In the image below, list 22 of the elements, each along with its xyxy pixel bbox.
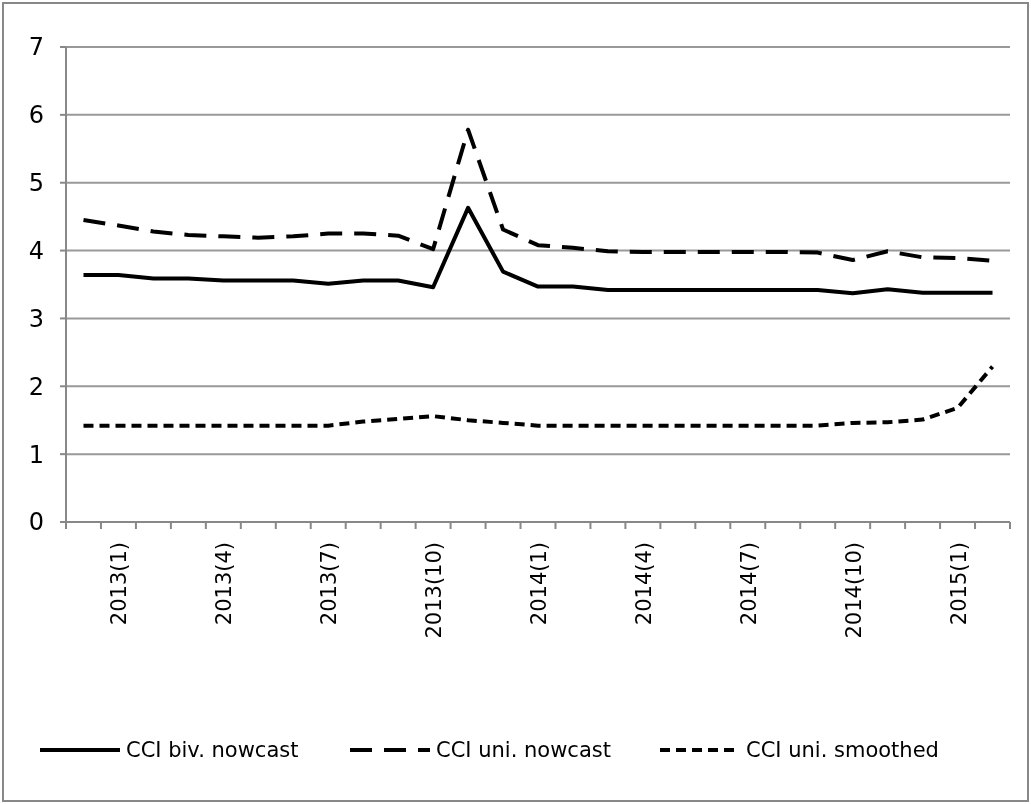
legend-label: CCI uni. nowcast	[436, 738, 611, 763]
x-tick-label: 2013(7)	[317, 542, 342, 626]
x-tick-label: 2014(7)	[736, 542, 761, 626]
y-tick-label: 4	[28, 236, 44, 265]
x-tick-label: 2013(4)	[212, 542, 237, 626]
x-tick-label: 2014(10)	[841, 542, 866, 639]
y-tick-label: 5	[28, 169, 44, 198]
x-tick-label: 2013(1)	[107, 542, 132, 626]
y-tick-label: 2	[28, 372, 44, 401]
legend-label: CCI biv. nowcast	[126, 738, 299, 763]
y-tick-label: 1	[28, 440, 44, 469]
x-tick-label: 2015(1)	[946, 542, 971, 626]
x-tick-label: 2014(1)	[527, 542, 551, 626]
y-tick-label: 3	[28, 304, 44, 333]
line-series	[81, 364, 995, 428]
y-tick-label: 7	[28, 33, 44, 62]
y-tick-label: 0	[28, 508, 44, 537]
line-series	[81, 205, 995, 296]
y-tick-label: 6	[28, 101, 44, 130]
legend-label: CCI uni. smoothed	[746, 738, 939, 763]
x-tick-label: 2013(10)	[422, 542, 447, 639]
x-tick-label: 2014(4)	[631, 542, 656, 626]
